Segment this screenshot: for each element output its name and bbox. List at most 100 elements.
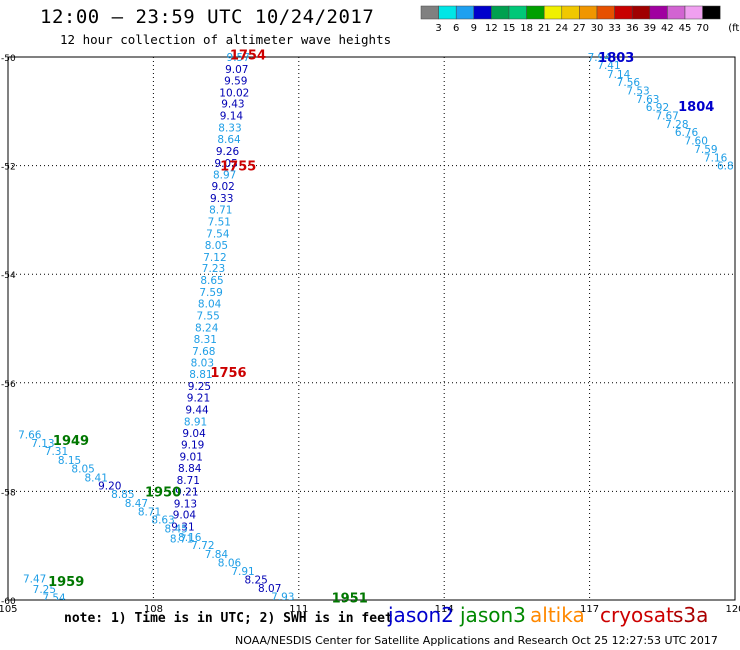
wave-height-value: 8.63 [151,515,174,527]
pass-time-label: 1950 [145,485,181,500]
legend-tick-label: 18 [520,23,533,34]
chart-subtitle: 12 hour collection of altimeter wave hei… [60,32,392,47]
wave-height-value: 7.54 [42,592,66,604]
wave-height-value: 7.55 [196,310,219,322]
wave-height-value: 7.66 [282,599,306,611]
wave-height-value: 7.53 [626,86,649,98]
wave-height-value: 7.66 [18,429,42,441]
wave-height-value: 8.07 [258,583,281,595]
wave-height-value: 7.14 [607,69,631,81]
wave-height-value: 6.92 [646,102,669,114]
wave-height-value: 8.41 [85,472,108,484]
legend-unit: (ft) [728,23,740,34]
legend-altika: altika [530,603,585,627]
wave-height-value: 9.05 [214,158,237,170]
wave-height-value: 7.67 [655,111,678,123]
x-tick-label: 120 [725,604,740,615]
wave-height-value: 7.72 [191,540,214,552]
pass-time-label: 1754 [230,48,266,63]
wave-height-value: 7.94 [588,52,612,64]
legend-tick-label: 27 [573,23,586,34]
wave-height-value: 8.24 [195,322,219,334]
wave-height-value: 7.56 [617,77,641,89]
wave-height-value: 7.31 [45,446,68,458]
wave-height-value: 7.63 [636,94,659,106]
wave-height-value: 8.16 [178,532,202,544]
wave-height-value: 8.05 [205,240,228,252]
wave-height-value: 6.8 [717,161,734,173]
wave-height-value: 7.68 [192,346,215,358]
wave-height-value: 9.14 [220,111,244,123]
wave-height-value: 8.91 [184,416,207,428]
pass-time-label: 1804 [678,100,714,115]
wave-height-value: 7.54 [206,228,230,240]
wave-height-value: 7.41 [597,60,620,72]
wave-height-value: 7.60 [685,136,708,148]
wave-height-value: 8.05 [71,464,94,476]
legend-tick-label: 3 [435,23,441,34]
legend-tick-label: 21 [538,23,551,34]
pass-time-label: 1756 [210,366,246,381]
wave-height-value: 9.13 [174,498,197,510]
wave-height-value: 8.47 [125,498,148,510]
legend-jason2: jason2 [388,603,454,627]
wave-height-value: 8.71 [209,205,232,217]
wave-height-value: 7.12 [203,252,226,264]
wave-height-value: 9.25 [188,381,211,393]
legend-tick-label: 12 [485,23,498,34]
x-tick-label: 117 [580,604,599,615]
wave-height-value: 8.84 [178,463,202,475]
wave-height-value: 7.59 [199,287,222,299]
legend-tick-label: 42 [661,23,674,34]
wave-height-value: 7.23 [202,263,225,275]
wave-height-value: 9.04 [173,510,197,522]
wave-height-value: 9.44 [185,404,209,416]
wave-height-value: 9.31 [171,522,194,534]
x-tick-label: 105 [0,604,18,615]
y-tick-label: -52 [1,163,16,173]
footer-note: note: 1) Time is in UTC; 2) SWH is in fe… [64,611,393,626]
legend-tick-label: 9 [471,23,477,34]
wave-height-value: 8.81 [189,369,212,381]
wave-height-value: 8.33 [218,123,241,135]
wave-height-value: 8.45 [164,523,187,535]
wave-height-value: 9.43 [221,99,244,111]
wave-height-value: 8.71 [177,475,200,487]
wave-height-value: 9.26 [216,146,240,158]
wave-height-value: 7.84 [205,549,229,561]
pass-time-label: 1959 [48,575,84,590]
y-tick-label: -50 [1,54,16,64]
legend-tick-label: 70 [696,23,709,34]
y-tick-label: -60 [1,597,16,607]
x-tick-label: 114 [435,604,454,615]
wave-height-value: 9.20 [98,480,121,492]
wave-height-value: 7.16 [704,152,728,164]
pass-time-label: 1951 [332,591,368,606]
wave-height-value: 8.97 [213,169,236,181]
wave-height-value: 9.04 [182,428,206,440]
plot-frame [7,56,736,601]
pass-time-label: 1949 [53,434,89,449]
wave-height-value: 8.31 [194,334,217,346]
wave-height-value: 9.02 [211,181,234,193]
chart-title: 12:00 – 23:59 UTC 10/24/2017 [40,6,375,28]
wave-height-value: 7.93 [271,592,294,604]
wave-height-value: 9.59 [224,75,247,87]
legend-tick-label: 33 [608,23,621,34]
wave-height-value: 8.71 [138,506,161,518]
legend-tick-label: 24 [555,23,568,34]
wave-height-value: 9.07 [225,64,248,76]
x-tick-label: 108 [144,604,163,615]
wave-height-value: 9.33 [210,193,233,205]
y-tick-label: -54 [1,271,16,281]
pass-time-label: 1755 [220,160,256,175]
wave-height-value: 8.04 [198,299,222,311]
wave-height-value: 7.13 [31,438,54,450]
legend-tick-label: 30 [591,23,604,34]
wave-height-value: 7.28 [665,119,688,131]
wave-height-value: 9.21 [187,392,210,404]
wave-height-value: 7.25 [33,584,56,596]
wave-height-value: 7.47 [23,573,46,585]
wave-height-value: 8.25 [244,574,267,586]
